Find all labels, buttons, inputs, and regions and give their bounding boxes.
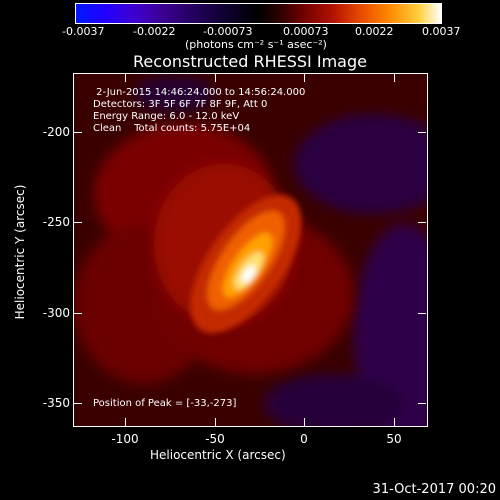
colorbar — [75, 3, 442, 24]
x-tick — [215, 74, 216, 82]
x-tick — [125, 418, 126, 426]
x-tick-label: 0 — [300, 432, 308, 446]
peak-position-text: Position of Peak = [-33,-273] — [93, 398, 237, 409]
image-title: Reconstructed RHESSI Image — [133, 52, 367, 71]
y-tick — [74, 313, 82, 314]
x-tick — [304, 418, 305, 426]
y-tick-label: -200 — [42, 125, 70, 139]
y-axis-label: Heliocentric Y (arcsec) — [13, 184, 27, 320]
x-tick — [394, 418, 395, 426]
colorbar-tick-label: 0.0022 — [355, 25, 394, 38]
y-tick — [418, 313, 426, 314]
x-tick-label: -50 — [205, 432, 225, 446]
y-tick — [74, 403, 82, 404]
energy-range-text: Energy Range: 6.0 - 12.0 keV — [93, 111, 240, 122]
colorbar-unit-label: (photons cm⁻² s⁻¹ asec⁻²) — [185, 38, 327, 51]
x-tick — [215, 418, 216, 426]
y-tick — [418, 222, 426, 223]
colorbar-tick-label: -0.0037 — [62, 25, 105, 38]
y-tick-label: -300 — [42, 306, 70, 320]
x-tick-label: -100 — [111, 432, 139, 446]
plot-frame — [73, 73, 428, 427]
rhessi-image — [74, 74, 427, 426]
clean-counts-text: Clean Total counts: 5.75E+04 — [93, 123, 251, 134]
y-tick — [418, 403, 426, 404]
y-tick-label: -250 — [42, 215, 70, 229]
y-tick — [418, 132, 426, 133]
y-tick-label: -350 — [42, 396, 70, 410]
x-tick — [125, 74, 126, 82]
colorbar-tick-label: -0.0022 — [133, 25, 176, 38]
x-tick — [394, 74, 395, 82]
timestamp: 31-Oct-2017 00:20 — [372, 482, 496, 497]
detectors-text: Detectors: 3F 5F 6F 7F 8F 9F, Att 0 — [93, 99, 268, 110]
y-tick — [74, 132, 82, 133]
x-tick — [304, 74, 305, 82]
colorbar-tick-label: 0.00073 — [283, 25, 329, 38]
x-tick-label: 50 — [386, 432, 402, 446]
y-tick — [74, 222, 82, 223]
colorbar-tick-label: -0.00073 — [203, 25, 253, 38]
x-axis-label: Heliocentric X (arcsec) — [150, 448, 286, 462]
colorbar-tick-label: 0.0037 — [422, 25, 461, 38]
time-range-text: 2-Jun-2015 14:46:24.000 to 14:56:24.000 — [93, 87, 306, 98]
